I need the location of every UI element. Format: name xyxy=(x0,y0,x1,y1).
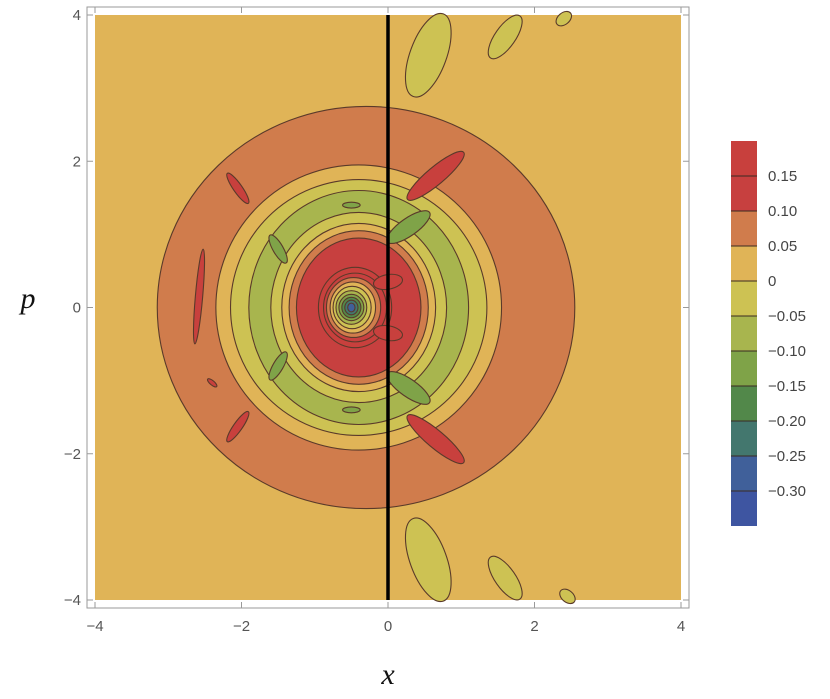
y-tick-label-3: 2 xyxy=(73,153,81,170)
legend-label-4: −0.05 xyxy=(768,308,806,325)
legend-swatch-3 xyxy=(731,246,757,281)
legend-swatch-1 xyxy=(731,176,757,211)
contour-patch-15 xyxy=(404,517,452,603)
legend-swatch-0 xyxy=(731,141,757,176)
contour-patch-3 xyxy=(226,410,250,443)
legend-swatch-6 xyxy=(731,351,757,386)
y-tick-label-2: 0 xyxy=(73,300,81,317)
legend-swatch-5 xyxy=(731,316,757,351)
plot-area xyxy=(95,10,681,605)
legend-label-1: 0.10 xyxy=(768,203,797,220)
legend-swatch-2 xyxy=(731,211,757,246)
legend-label-7: −0.20 xyxy=(768,413,806,430)
legend-label-5: −0.10 xyxy=(768,343,806,360)
contour-patch-4 xyxy=(192,248,206,345)
x-axis-label: x xyxy=(380,658,395,691)
contour-patch-10 xyxy=(342,201,361,209)
contour-patch-11 xyxy=(342,406,361,414)
axes: −4 −2 0 2 4 −4 −2 0 2 4 xyxy=(64,6,690,635)
contour-patch-5 xyxy=(206,378,218,388)
legend: 0.15 0.10 0.05 0 −0.05 −0.10 −0.15 −0.20 −0.25 −0… xyxy=(731,141,806,526)
legend-label-9: −0.30 xyxy=(768,483,806,500)
contour-patch-2 xyxy=(226,172,250,205)
legend-swatch-7 xyxy=(731,386,757,421)
legend-label-2: 0.05 xyxy=(768,238,797,255)
contour-patch-9 xyxy=(268,351,288,381)
legend-label-8: −0.25 xyxy=(768,448,806,465)
contour-patch-17 xyxy=(487,555,523,601)
x-tick-label-0: −4 xyxy=(86,618,103,635)
legend-swatch-9 xyxy=(731,456,757,491)
x-tick-label-4: 4 xyxy=(677,618,685,635)
contour-patch-16 xyxy=(487,14,523,60)
contour-ring-17 xyxy=(347,302,356,313)
legend-swatch-8 xyxy=(731,421,757,456)
y-tick-label-0: −4 xyxy=(64,592,81,609)
legend-label-3: 0 xyxy=(768,273,776,290)
contour-patch-18 xyxy=(555,10,573,27)
legend-swatch-4 xyxy=(731,281,757,316)
y-axis-label: p xyxy=(19,282,36,315)
x-tick-label-3: 2 xyxy=(530,618,538,635)
contour-patch-1 xyxy=(406,414,465,465)
contour-patch-8 xyxy=(268,234,288,264)
legend-label-0: 0.15 xyxy=(768,168,797,185)
y-tick-label-1: −2 xyxy=(64,446,81,463)
contour-patch-19 xyxy=(559,588,576,605)
x-tick-label-1: −2 xyxy=(233,618,250,635)
y-tick-label-4: 4 xyxy=(73,7,81,24)
contour-patch-14 xyxy=(404,12,452,98)
x-tick-label-2: 0 xyxy=(384,618,392,635)
legend-swatch-10 xyxy=(731,491,757,526)
legend-label-6: −0.15 xyxy=(768,378,806,395)
contour-patch-0 xyxy=(406,150,465,201)
